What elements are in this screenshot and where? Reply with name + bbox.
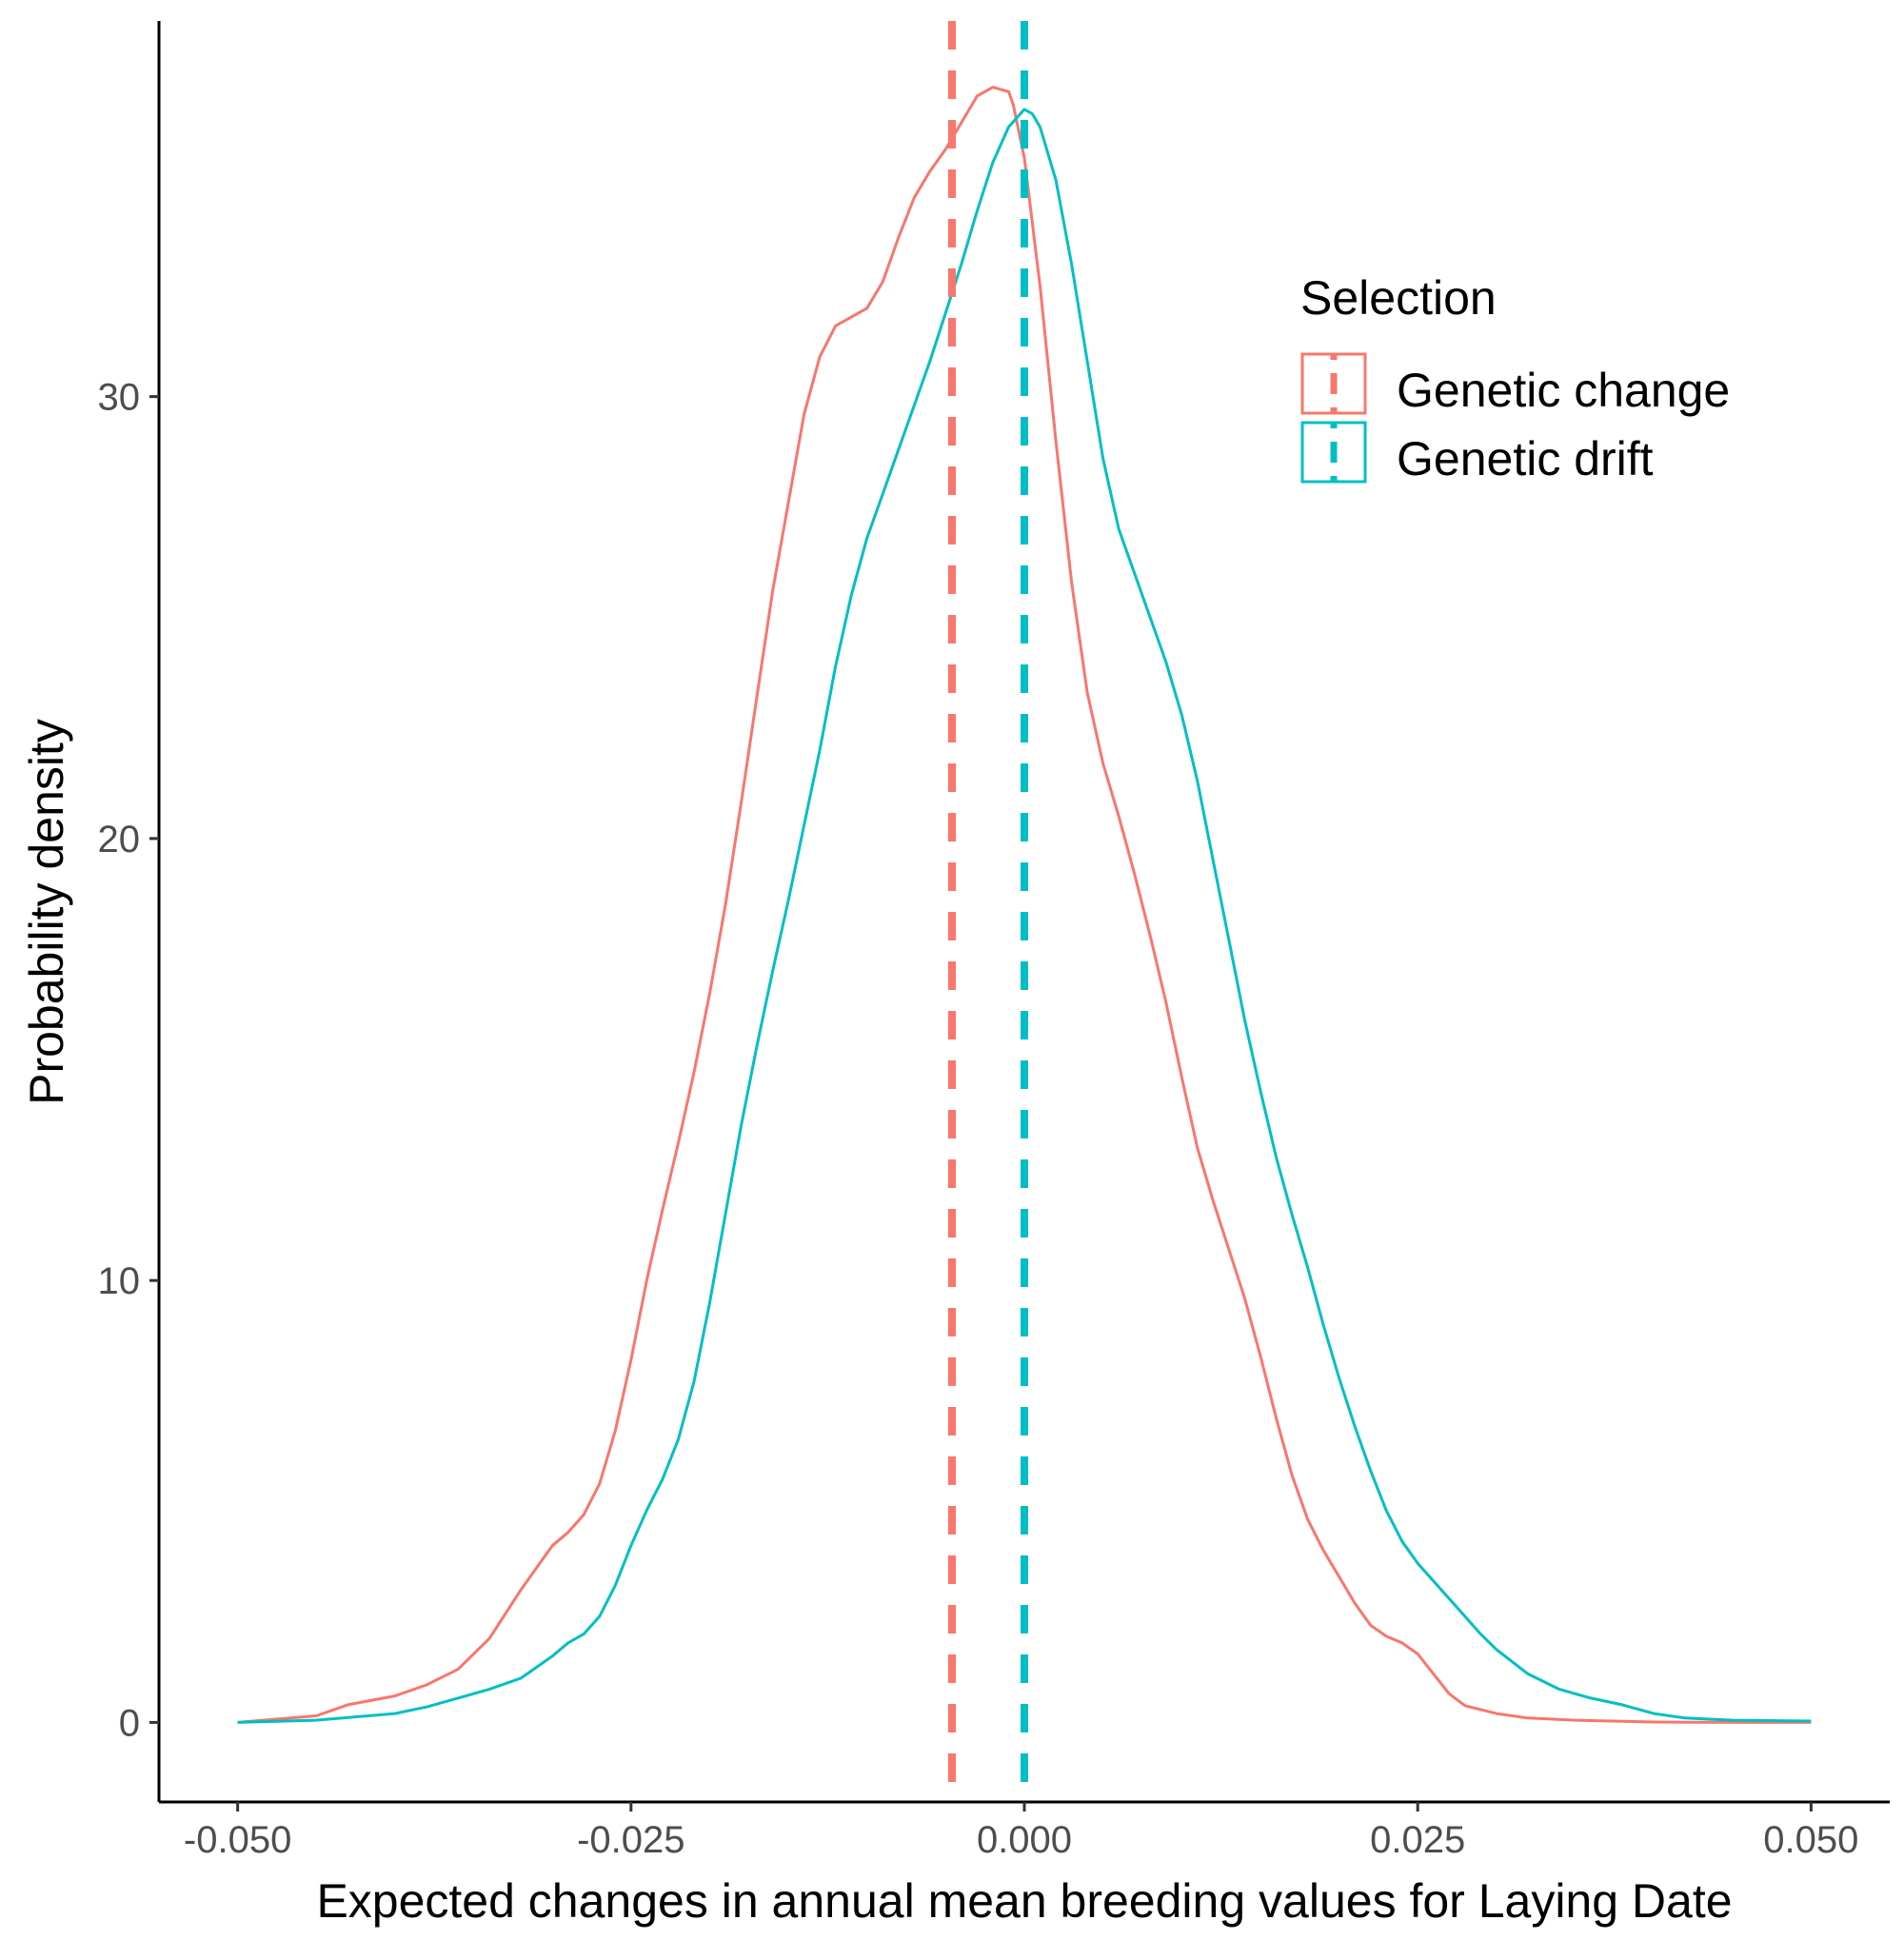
y-axis-ticks: 0 10 20 30	[98, 377, 159, 1744]
density-line-genetic-change	[237, 86, 1812, 1724]
y-tick-label: 10	[98, 1260, 141, 1302]
x-axis-title: Expected changes in annual mean breeding…	[316, 1874, 1732, 1928]
y-axis-title: Probability density	[20, 719, 73, 1105]
x-tick-label: 0.050	[1763, 1819, 1858, 1861]
legend-key-genetic-drift	[1300, 421, 1367, 484]
y-tick-label: 0	[119, 1702, 140, 1744]
legend-label-genetic-drift: Genetic drift	[1397, 432, 1654, 485]
legend-title: Selection	[1300, 271, 1497, 325]
y-tick-label: 20	[98, 819, 141, 861]
density-lines	[237, 86, 1812, 1724]
legend-key-genetic-change	[1300, 352, 1367, 415]
mean-lines	[947, 21, 1028, 1802]
x-axis-ticks: -0.050 -0.025 0.000 0.025 0.050	[184, 1802, 1858, 1861]
y-tick-label: 30	[98, 377, 141, 419]
legend: Selection Genetic change Genetic drift	[1300, 271, 1730, 485]
legend-label-genetic-change: Genetic change	[1397, 364, 1730, 417]
x-tick-label: 0.025	[1370, 1819, 1465, 1861]
x-tick-label: -0.025	[577, 1819, 684, 1861]
x-tick-label: -0.050	[184, 1819, 291, 1861]
x-tick-label: 0.000	[977, 1819, 1072, 1861]
density-line-genetic-drift	[237, 108, 1812, 1724]
